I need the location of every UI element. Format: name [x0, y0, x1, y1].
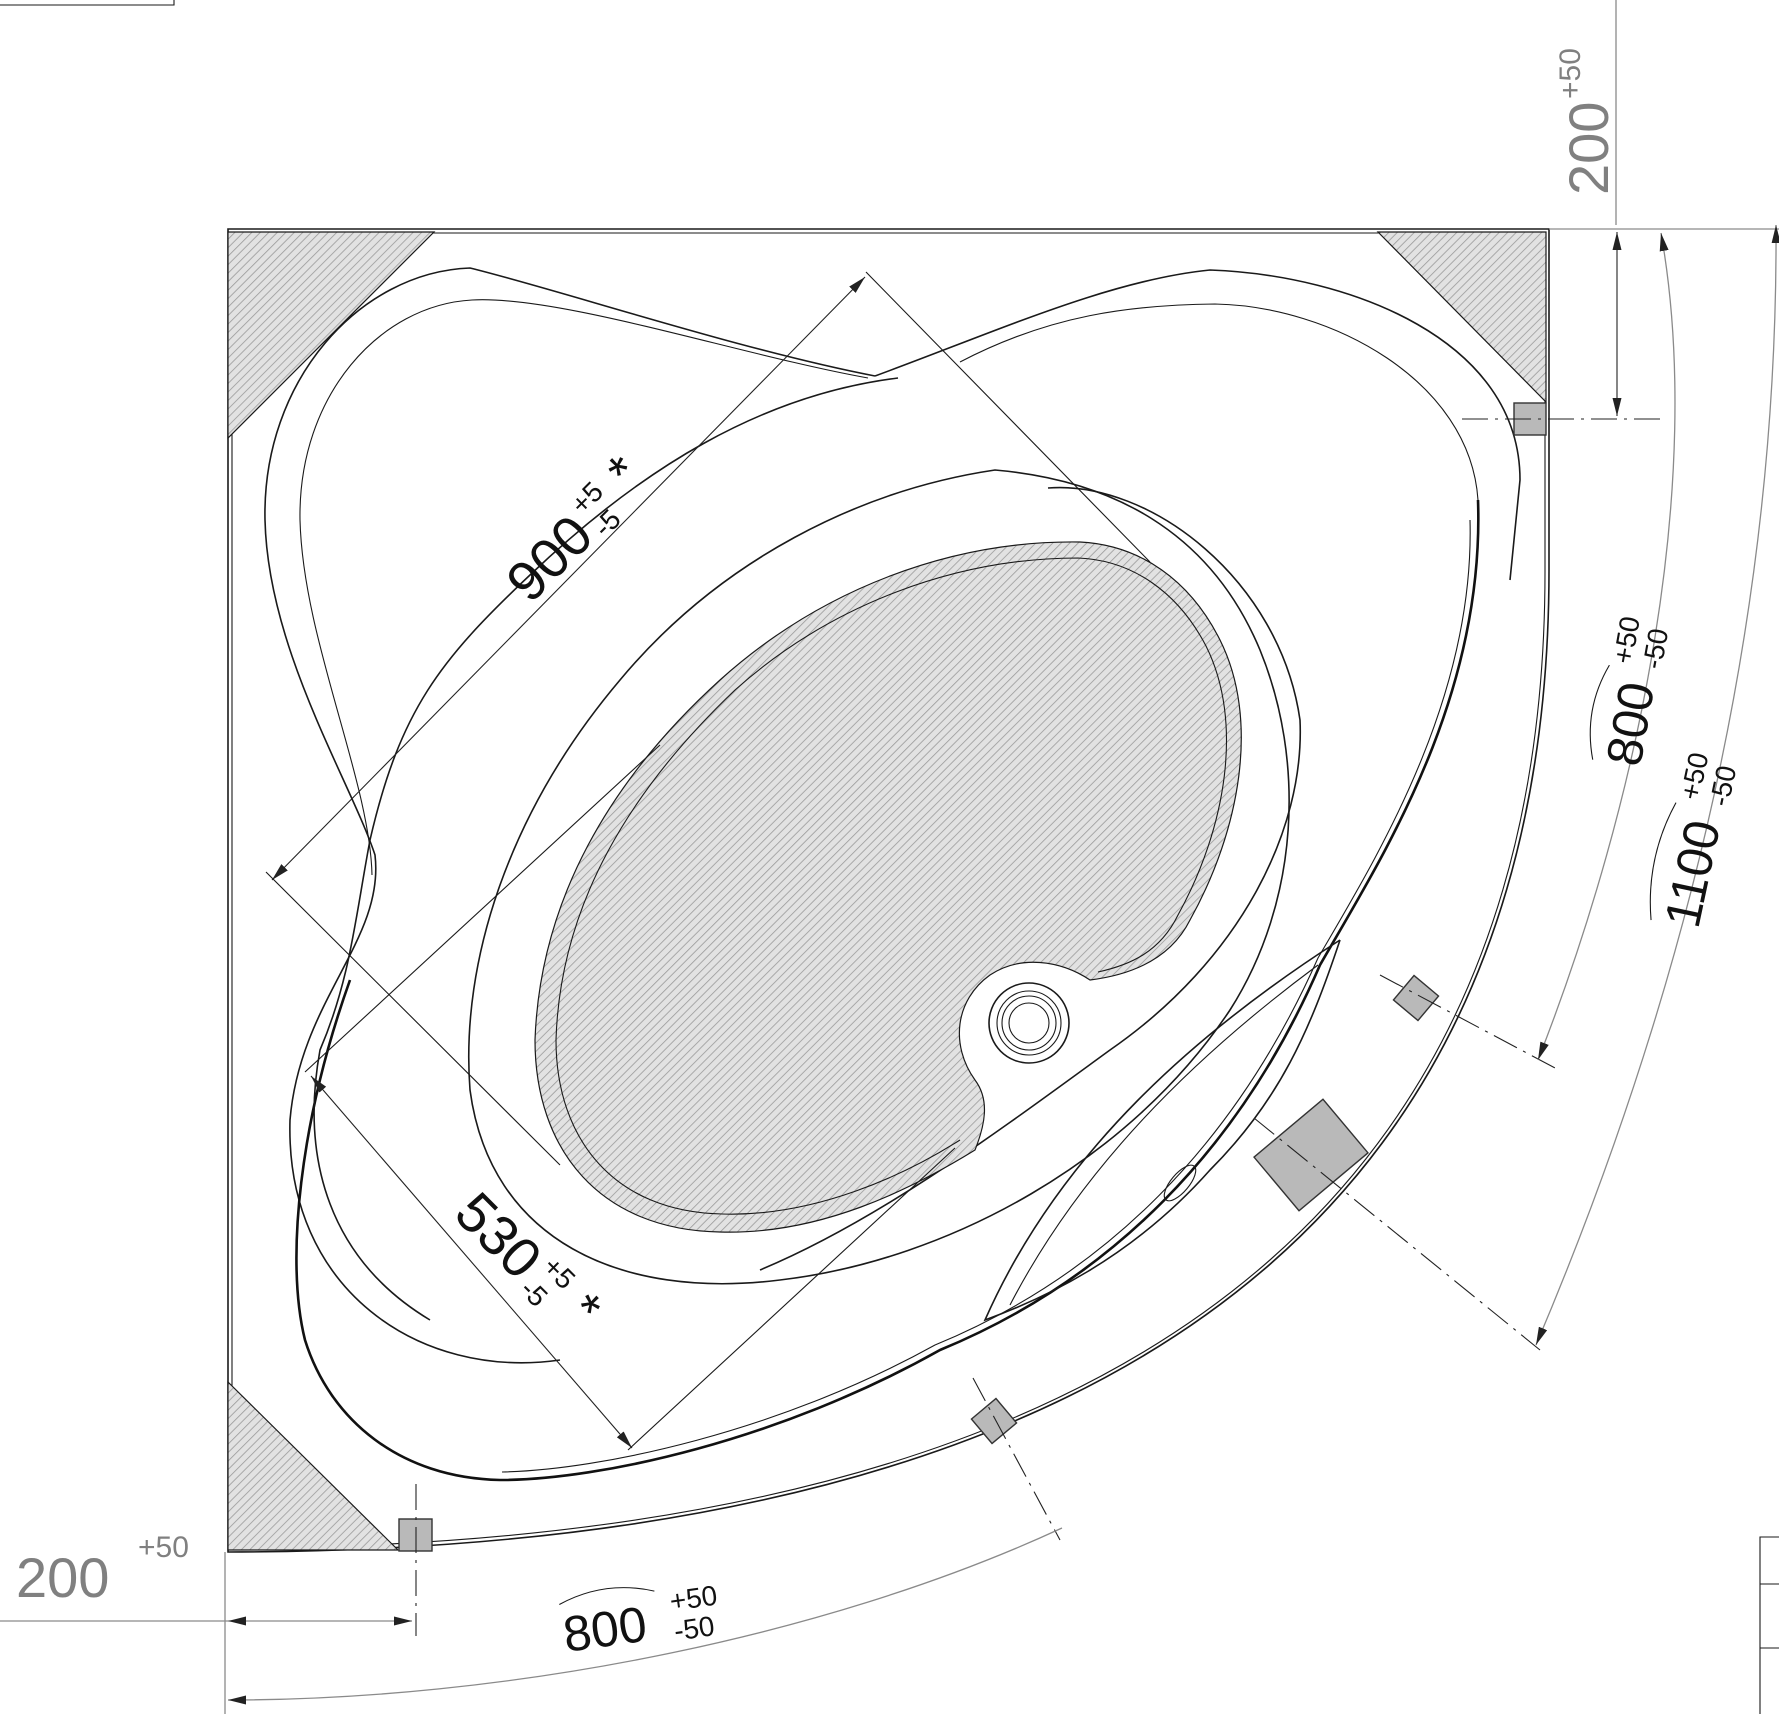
dim-tolerance-top-offset: +50 — [1554, 48, 1587, 99]
basin-outer-line-2 — [501, 519, 1471, 1473]
dim-value-left-offset: 200 — [16, 1546, 109, 1609]
outer-rim-inner — [231, 232, 1546, 1549]
arc-symbol-1100 — [1649, 802, 1677, 921]
extension-900-a — [865, 271, 1151, 563]
drain-hole — [1008, 1002, 1050, 1044]
dim-text-800-bottom: 800 +50 -50 — [559, 1580, 719, 1663]
dim-text-530: 530 +5 -5 * — [444, 1180, 612, 1338]
top-rim-contour-inner — [959, 303, 1479, 501]
dim-value-800-bottom: 800 — [560, 1596, 650, 1663]
overflow-opening — [1163, 1164, 1197, 1202]
dim-value-1100: 1100 — [1654, 815, 1731, 932]
centerline-right — [1379, 974, 1556, 1069]
extension-530-b — [627, 1147, 956, 1451]
centerline-bottom — [972, 1377, 1061, 1541]
dim-arc-1100 — [1535, 224, 1779, 1346]
title-block-fragment-bottom-right — [1759, 1536, 1779, 1714]
armrest-inner — [1009, 964, 1319, 1306]
dim-line-900 — [271, 276, 866, 881]
dim-text-800-right: 800 +50 -50 — [1589, 614, 1675, 770]
dim-tolerance-left-offset: +50 — [138, 1531, 189, 1564]
extension-530-a — [304, 744, 661, 1073]
support-block-large — [1253, 1098, 1369, 1212]
dim-tol-minus-800-right: -50 — [1637, 626, 1675, 671]
corner-fillet-bottom-left — [227, 1380, 400, 1551]
dim-value-top-offset: 200 — [1557, 102, 1620, 195]
drain-outer-ring — [988, 982, 1070, 1064]
drain-ring — [996, 990, 1062, 1056]
centerline-large-block — [1253, 1117, 1541, 1351]
support-block-bottom — [970, 1397, 1018, 1445]
dim-tol-plus-800-bottom: +50 — [668, 1580, 719, 1617]
support-block-right — [1392, 974, 1440, 1022]
dim-value-800-right: 800 — [1596, 678, 1666, 770]
dim-mark-900: * — [596, 445, 651, 500]
dim-line-530 — [310, 1075, 633, 1449]
dim-text-900: 900 +5 -5 * — [494, 445, 652, 613]
title-block-fragment-top — [0, 0, 175, 6]
dim-tol-minus-800-bottom: -50 — [672, 1610, 716, 1646]
armrest-outer — [983, 939, 1341, 1322]
dim-text-top-offset: 200 +50 — [1554, 48, 1620, 195]
outer-rim — [227, 228, 1550, 1553]
basin-outer-line — [295, 499, 1480, 1482]
corner-fillet-top-left — [227, 231, 436, 440]
top-rim-contour — [874, 269, 1521, 581]
drain-ring-inner — [1001, 995, 1057, 1051]
bath-bottom-area — [534, 541, 1242, 1233]
arc-symbol-800-bottom — [559, 1587, 655, 1605]
dim-arc-1100-bottom — [227, 1527, 1063, 1705]
dim-text-1100: 1100 +50 -50 — [1649, 750, 1742, 932]
dim-mark-530: * — [557, 1282, 612, 1337]
